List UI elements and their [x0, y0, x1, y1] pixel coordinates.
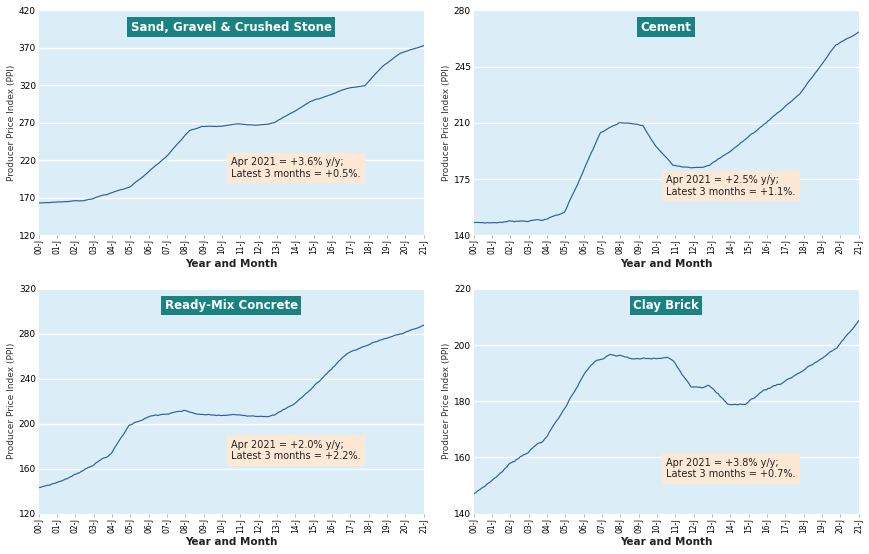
- X-axis label: Year and Month: Year and Month: [620, 259, 712, 269]
- Text: Cement: Cement: [640, 20, 691, 34]
- Y-axis label: Producer Price Index (PPI): Producer Price Index (PPI): [7, 65, 16, 181]
- Text: Apr 2021 = +3.8% y/y;
Latest 3 months = +0.7%.: Apr 2021 = +3.8% y/y; Latest 3 months = …: [666, 458, 795, 479]
- Text: Ready-Mix Concrete: Ready-Mix Concrete: [164, 299, 297, 312]
- Y-axis label: Producer Price Index (PPI): Producer Price Index (PPI): [441, 343, 450, 459]
- Y-axis label: Producer Price Index (PPI): Producer Price Index (PPI): [441, 65, 450, 181]
- Text: Clay Brick: Clay Brick: [633, 299, 698, 312]
- X-axis label: Year and Month: Year and Month: [620, 537, 712, 547]
- X-axis label: Year and Month: Year and Month: [185, 259, 277, 269]
- X-axis label: Year and Month: Year and Month: [185, 537, 277, 547]
- Text: Apr 2021 = +2.0% y/y;
Latest 3 months = +2.2%.: Apr 2021 = +2.0% y/y; Latest 3 months = …: [231, 440, 361, 461]
- Text: Apr 2021 = +2.5% y/y;
Latest 3 months = +1.1%.: Apr 2021 = +2.5% y/y; Latest 3 months = …: [666, 175, 794, 197]
- Text: Apr 2021 = +3.6% y/y;
Latest 3 months = +0.5%.: Apr 2021 = +3.6% y/y; Latest 3 months = …: [231, 157, 361, 178]
- Text: Sand, Gravel & Crushed Stone: Sand, Gravel & Crushed Stone: [130, 20, 331, 34]
- Y-axis label: Producer Price Index (PPI): Producer Price Index (PPI): [7, 343, 16, 459]
